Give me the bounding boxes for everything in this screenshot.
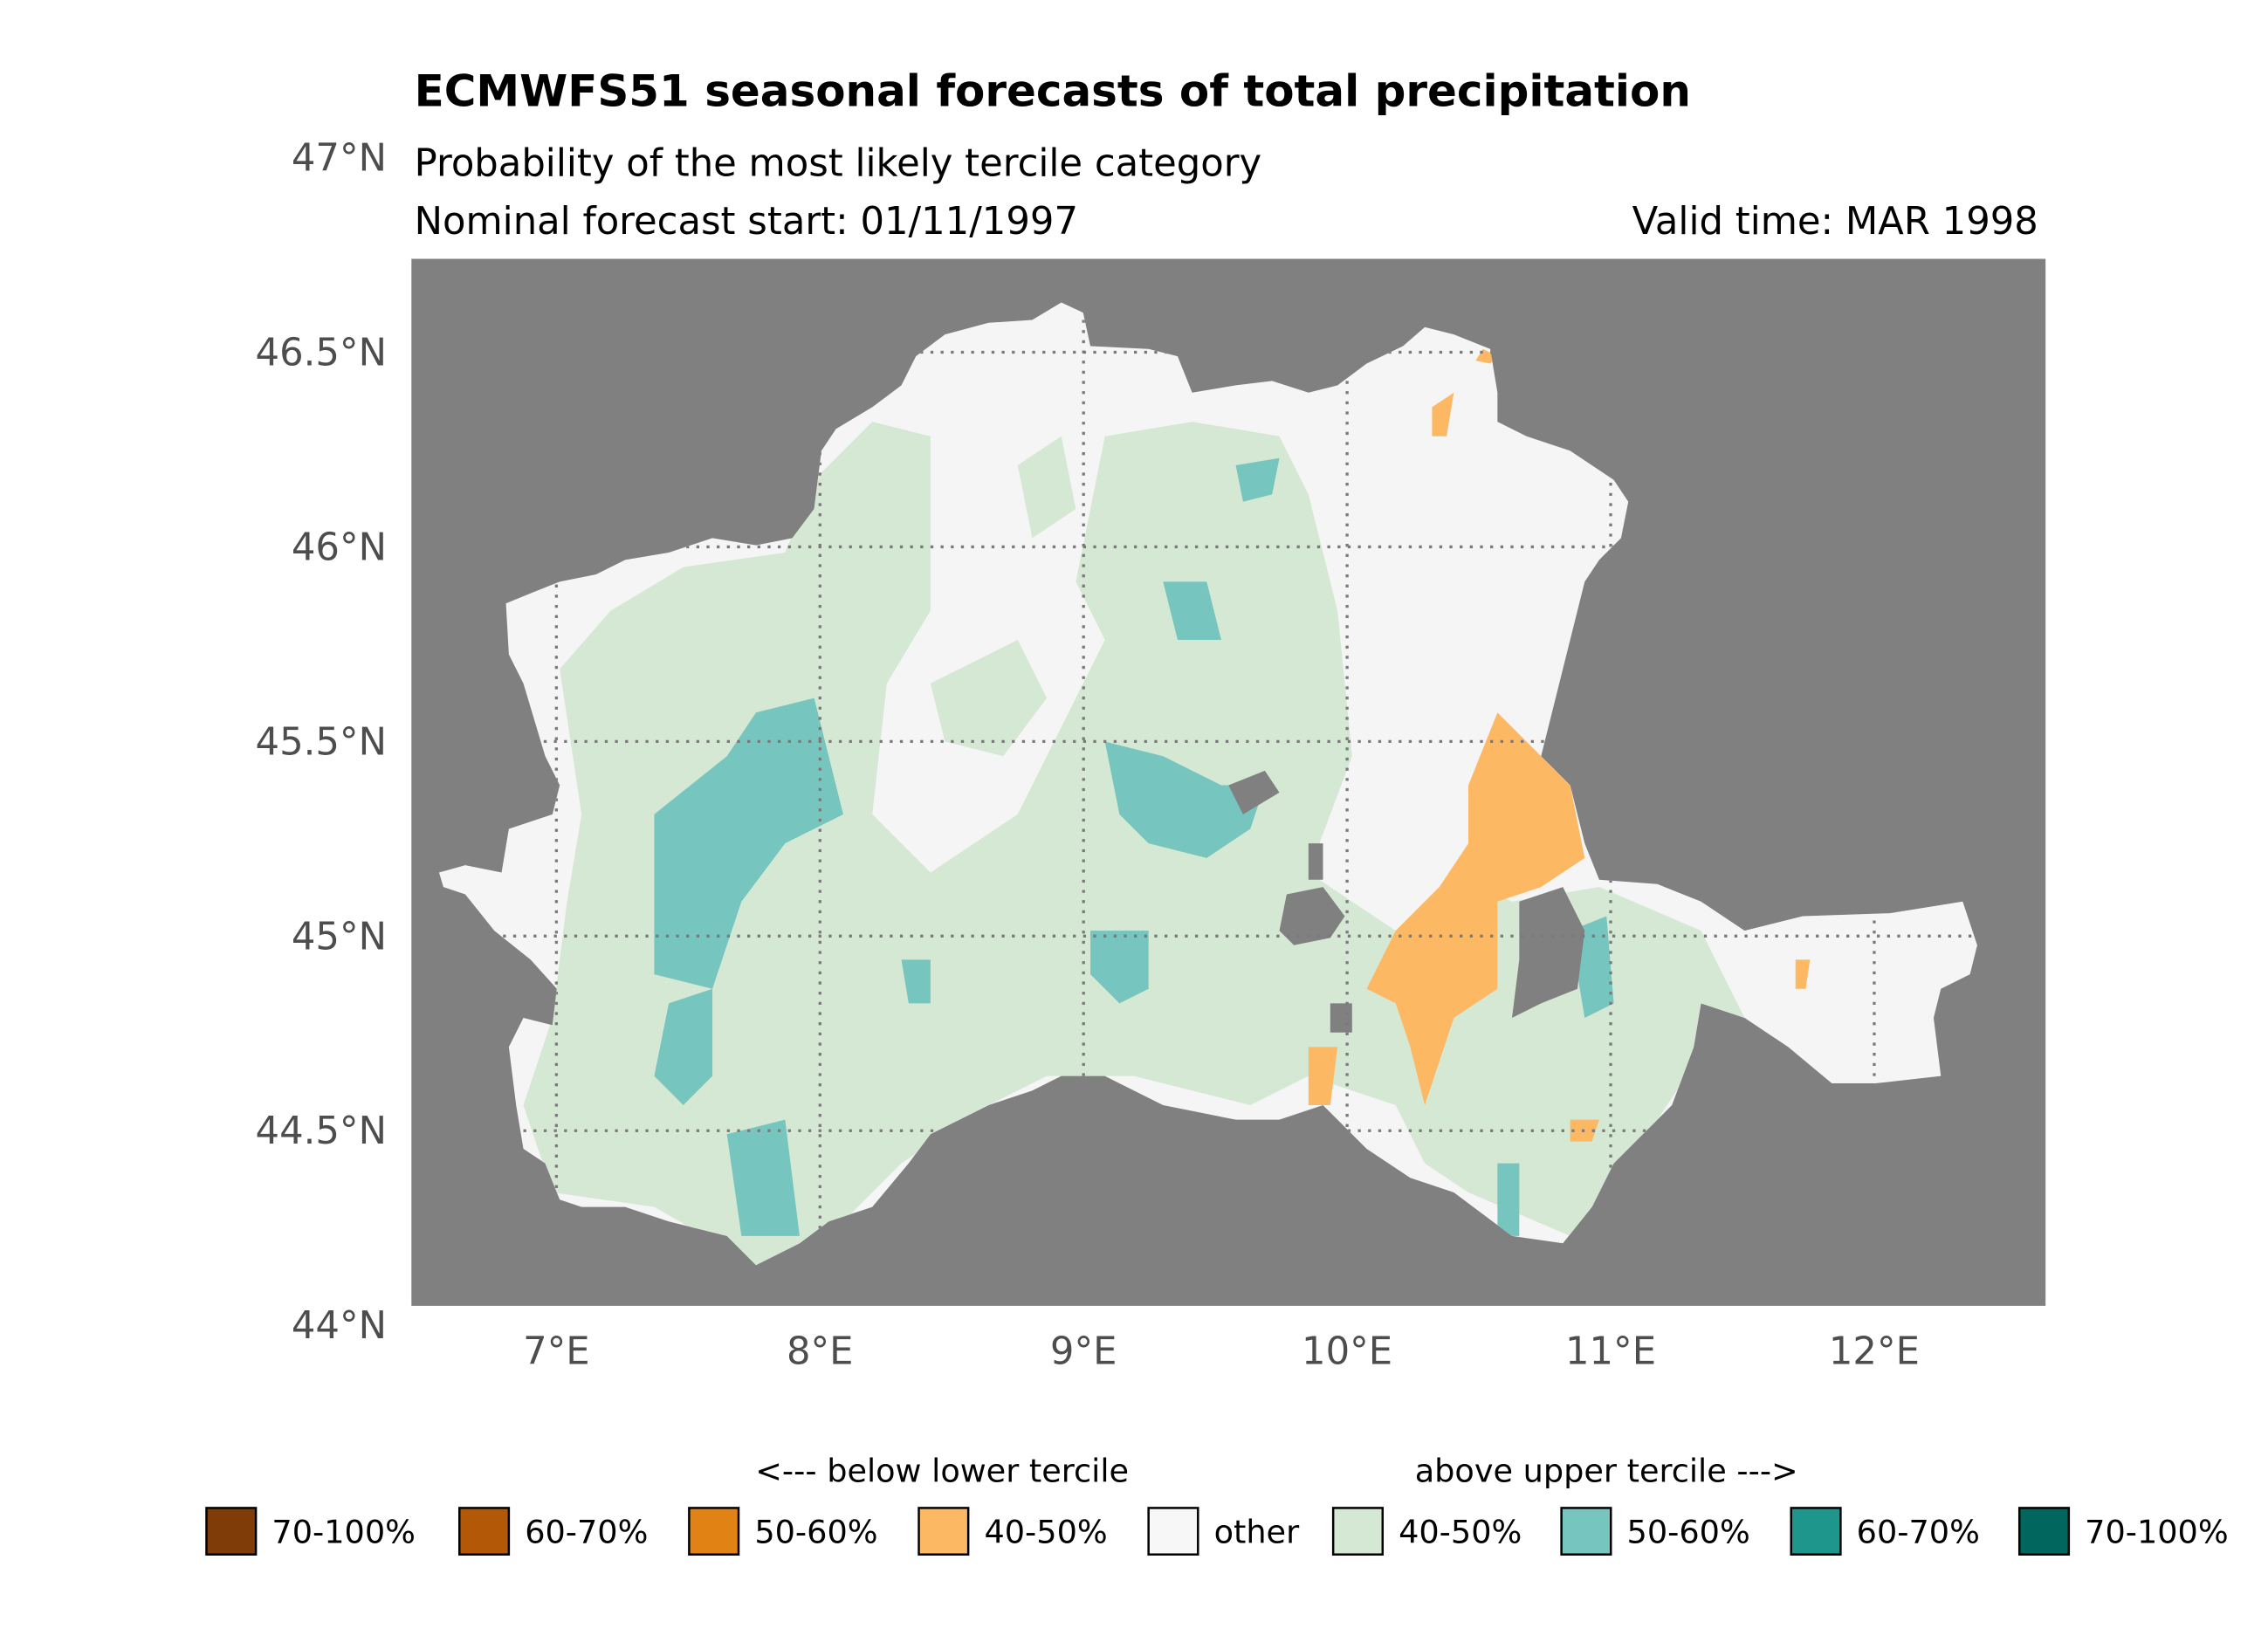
- legend-item: 50-60%: [1560, 1507, 1750, 1556]
- x-tick-label: 9°E: [1050, 1330, 1117, 1374]
- x-tick-label: 7°E: [523, 1330, 590, 1374]
- below-40-50-patch: [1308, 1047, 1338, 1105]
- x-tick-label: 11°E: [1565, 1330, 1656, 1374]
- legend-label: 70-100%: [271, 1513, 416, 1550]
- legend-swatch: [458, 1507, 511, 1556]
- y-tick-label: 45.5°N: [256, 720, 387, 764]
- legend-item: other: [1147, 1507, 1301, 1556]
- x-axis-ticks: 7°E 8°E 9°E 10°E 11°E 12°E: [523, 1330, 1920, 1374]
- missing-areas: [1228, 770, 1585, 1033]
- above-50-60-patch: [1090, 931, 1149, 1004]
- missing-data-patch: [1279, 887, 1345, 945]
- legend-label: 70-100%: [2085, 1513, 2229, 1550]
- legend-item: 70-100%: [205, 1507, 416, 1556]
- missing-data-patch: [1330, 1003, 1352, 1033]
- below-40-50-patch: [1432, 392, 1454, 436]
- below-40-50-areas: [1308, 348, 1811, 1142]
- legend-label: 50-60%: [1627, 1513, 1750, 1550]
- missing-data-patch: [1308, 843, 1323, 880]
- y-axis-ticks: 44°N 44.5°N 45°N 45.5°N 46°N 46.5°N 47°N: [256, 137, 387, 1349]
- legend-label: 50-60%: [754, 1513, 877, 1550]
- legend-item: 50-60%: [688, 1507, 878, 1556]
- legend-swatch: [918, 1507, 970, 1556]
- above-50-60-patch: [901, 959, 931, 1004]
- above-40-50-patch: [1017, 436, 1076, 539]
- x-tick-label: 10°E: [1302, 1330, 1392, 1374]
- legend-swatch: [1331, 1507, 1385, 1556]
- legend-label: other: [1214, 1513, 1301, 1550]
- x-tick-label: 8°E: [787, 1330, 854, 1374]
- above-50-60-patch: [654, 697, 843, 989]
- y-tick-label: 44.5°N: [256, 1110, 387, 1153]
- y-tick-label: 47°N: [292, 137, 387, 181]
- x-tick-label: 12°E: [1829, 1330, 1920, 1374]
- legend-label: 60-70%: [1857, 1513, 1980, 1550]
- above-50-60-patch: [1163, 581, 1221, 640]
- valid-time-label: Valid time: MAR 1998: [1632, 200, 2038, 244]
- above-50-60-patch: [654, 988, 713, 1105]
- above-50-60-areas: [654, 457, 1614, 1236]
- legend-swatch: [205, 1507, 258, 1556]
- y-tick-label: 45°N: [292, 915, 387, 958]
- missing-data-patch: [1228, 770, 1280, 814]
- legend-item: 40-50%: [918, 1507, 1108, 1556]
- above-50-60-patch: [726, 1119, 800, 1236]
- legend-swatch: [2017, 1507, 2071, 1556]
- forecast-start-label: Nominal forecast start: 01/11/1997: [415, 200, 1078, 244]
- legend-label: 60-70%: [525, 1513, 648, 1550]
- legend-swatch: [1790, 1507, 1842, 1556]
- legend-item: 70-100%: [2017, 1507, 2229, 1556]
- legend: 70-100% 60-70% 50-60% 40-50% other 40-50% 50-6…: [205, 1507, 2229, 1556]
- y-tick-label: 44°N: [292, 1304, 387, 1348]
- above-50-60-patch: [1235, 457, 1280, 502]
- legend-above-label: above upper tercile --->: [1415, 1452, 1798, 1489]
- chart-subtitle: Probability of the most likely tercile c…: [415, 142, 1262, 186]
- legend-item: 60-70%: [458, 1507, 648, 1556]
- legend-swatch: [1147, 1507, 1199, 1556]
- below-40-50-patch: [1366, 712, 1585, 1105]
- legend-item: 60-70%: [1790, 1507, 1980, 1556]
- legend-below-label: <--- below lower tercile: [755, 1452, 1129, 1489]
- above-50-60-patch: [1104, 741, 1265, 858]
- map-area: [438, 302, 1977, 1266]
- legend-label: 40-50%: [984, 1513, 1107, 1550]
- below-40-50-patch: [1795, 959, 1811, 989]
- legend-label: 40-50%: [1399, 1513, 1522, 1550]
- legend-item: 40-50%: [1331, 1507, 1522, 1556]
- above-50-60-patch: [1497, 1163, 1520, 1236]
- legend-swatch: [1560, 1507, 1612, 1556]
- y-tick-label: 46.5°N: [256, 332, 387, 375]
- chart-title: ECMWFS51 seasonal forecasts of total pre…: [415, 66, 1691, 117]
- missing-data-patch: [1512, 887, 1585, 1019]
- legend-swatch: [688, 1507, 740, 1556]
- y-tick-label: 46°N: [292, 526, 387, 569]
